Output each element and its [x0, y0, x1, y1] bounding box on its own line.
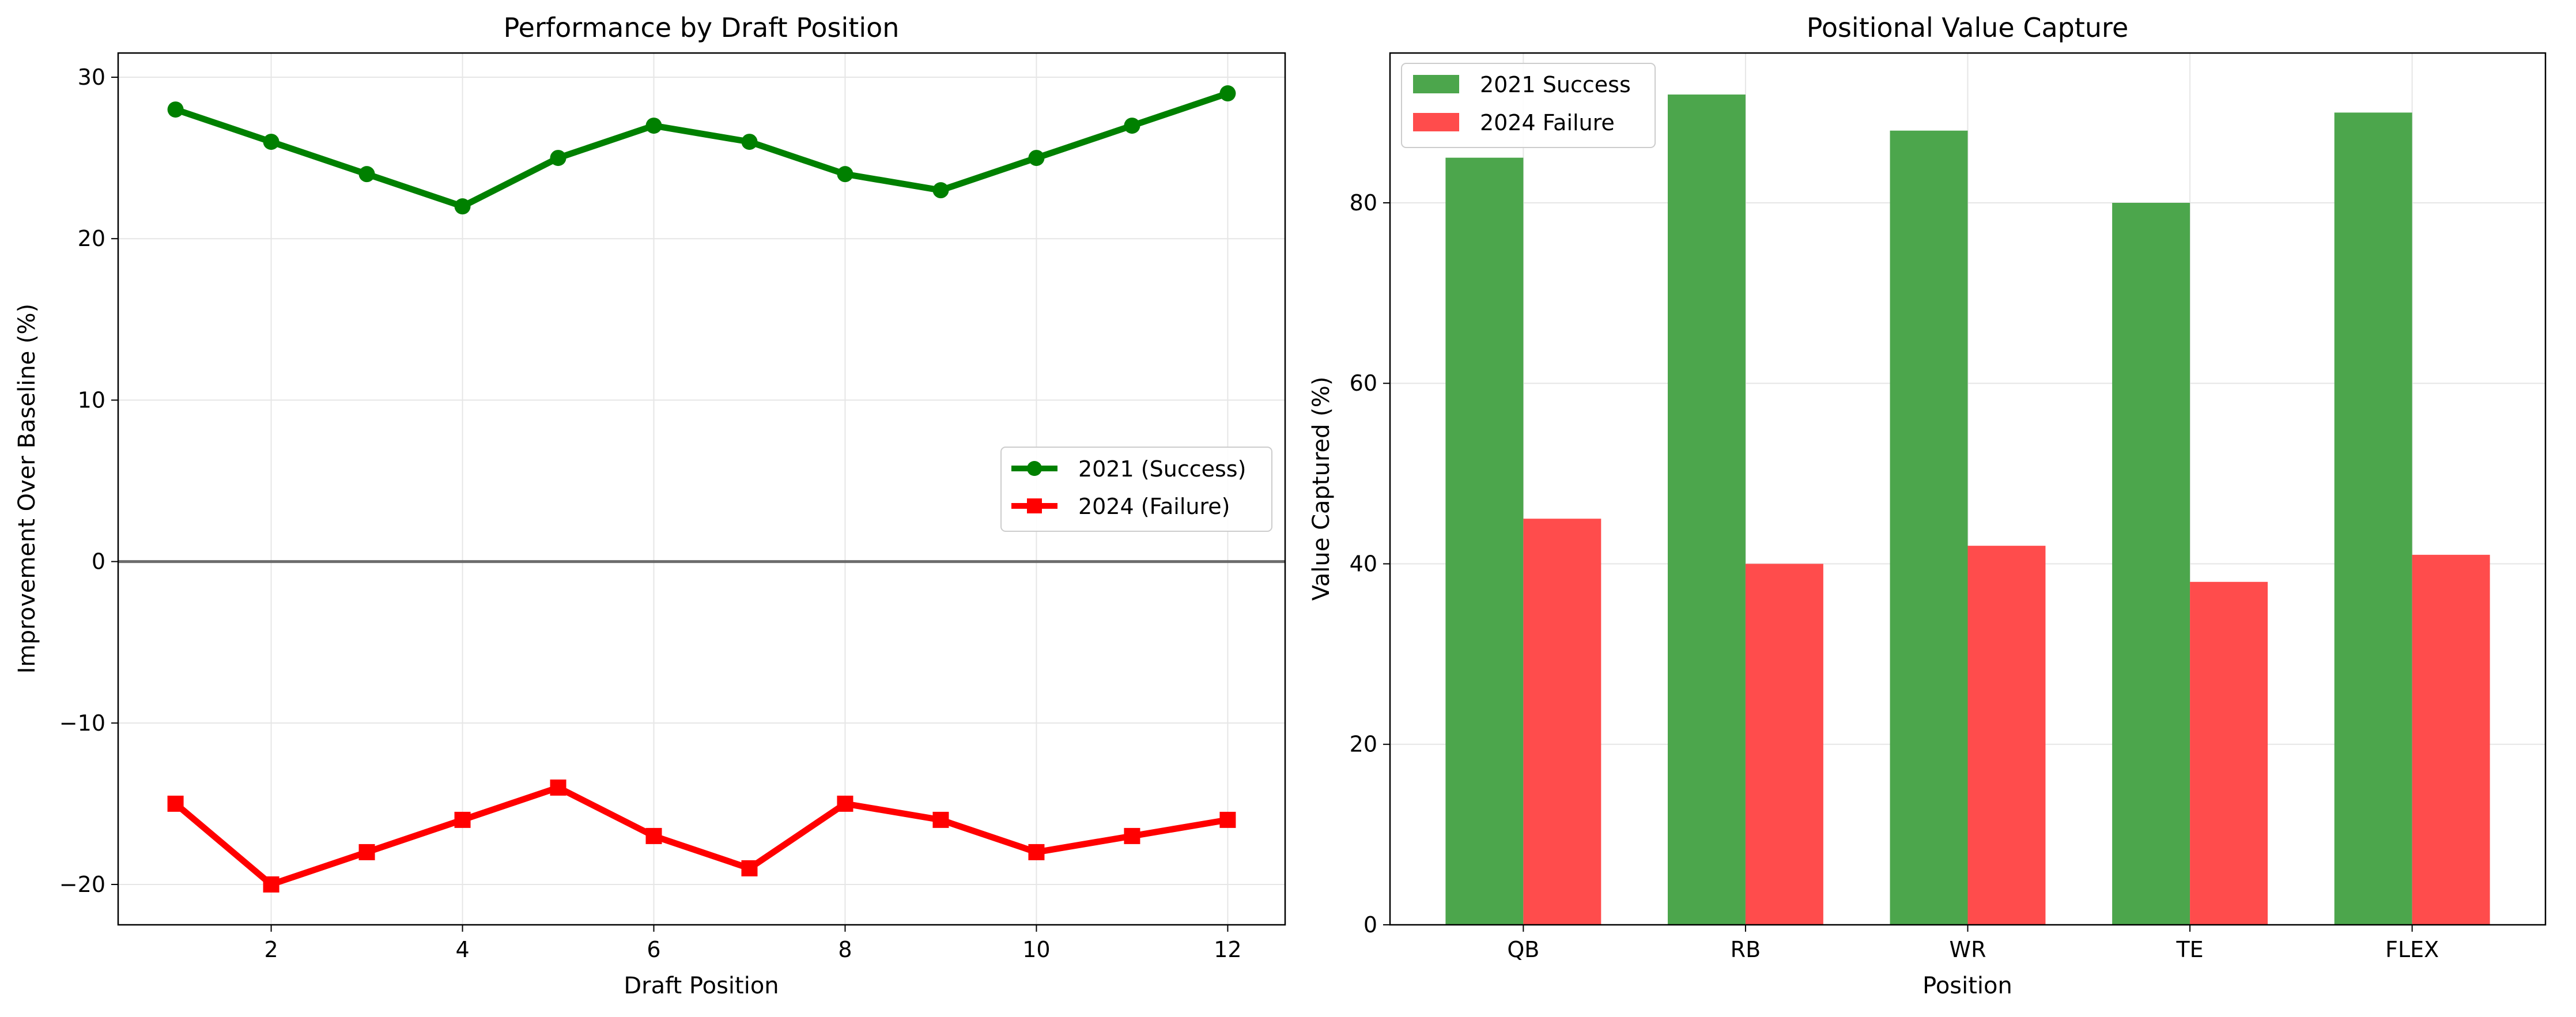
- legend-marker-2024: [1027, 498, 1042, 513]
- y-tick-label: 10: [78, 387, 105, 413]
- x-tick-label: 8: [838, 937, 852, 962]
- point-marker: [645, 827, 662, 844]
- line-chart-series: [167, 85, 1236, 893]
- bar-2024-qb: [1523, 519, 1601, 925]
- point-marker: [932, 182, 949, 199]
- y-tick-label: 0: [92, 549, 105, 574]
- y-tick-label: 20: [78, 226, 105, 251]
- line-chart-ticks: 2 4 6 8 10 12 −20 −10 0 10 20 30: [59, 65, 1242, 962]
- legend-label-2024-failure: 2024 Failure: [1480, 110, 1615, 135]
- point-marker: [358, 166, 375, 183]
- line-chart-title: Performance by Draft Position: [504, 12, 900, 43]
- legend-label-2024-failure: 2024 (Failure): [1078, 494, 1230, 519]
- x-tick-label: WR: [1950, 937, 1986, 962]
- bar-2024-flex: [2412, 554, 2490, 925]
- series-line-0: [174, 90, 1229, 210]
- bar-2024-wr: [1967, 546, 2046, 925]
- point-marker: [1124, 118, 1140, 134]
- x-tick-label: TE: [2175, 937, 2203, 962]
- point-marker: [645, 118, 662, 134]
- y-tick-label: 80: [1350, 190, 1377, 216]
- line-chart-panel: 2 4 6 8 10 12 −20 −10 0 10 20 30 Performance by Dra…: [14, 12, 1286, 999]
- point-marker: [1124, 827, 1140, 844]
- point-marker: [167, 795, 184, 812]
- line-chart-ylabel: Improvement Over Baseline (%): [14, 304, 40, 674]
- bar-chart-title: Positional Value Capture: [1807, 12, 2129, 43]
- bar-2024-rb: [1745, 564, 1823, 925]
- point-marker: [550, 779, 566, 796]
- point-marker: [1028, 150, 1045, 167]
- y-tick-label: −20: [59, 872, 105, 897]
- point-marker: [741, 860, 758, 876]
- bar-chart-panel: 0 20 40 60 80 QB RB WR TE FLEX Positional Value C…: [1308, 12, 2547, 999]
- y-tick-label: 60: [1350, 370, 1377, 396]
- line-chart-legend: 2021 (Success) 2024 (Failure): [1000, 447, 1272, 532]
- point-marker: [454, 811, 471, 828]
- x-tick-label: 10: [1022, 937, 1050, 962]
- line-chart-frame: [117, 52, 1286, 926]
- point-marker: [1219, 85, 1236, 102]
- bar-chart-legend: 2021 Success 2024 Failure: [1401, 63, 1656, 148]
- point-marker: [263, 876, 279, 893]
- bar-chart-xlabel: Position: [1922, 973, 2012, 999]
- bar-chart-ticks: 0 20 40 60 80 QB RB WR TE FLEX: [1350, 190, 2439, 962]
- point-marker: [1028, 844, 1045, 860]
- line-chart-legend-box: [1000, 447, 1272, 532]
- legend-label-2021-success: 2021 (Success): [1078, 456, 1246, 482]
- point-marker: [454, 198, 471, 215]
- point-marker: [263, 134, 279, 150]
- x-tick-label: 4: [455, 937, 469, 962]
- y-tick-label: 0: [1363, 912, 1377, 937]
- point-marker: [837, 166, 853, 183]
- x-tick-label: QB: [1507, 937, 1539, 962]
- legend-swatch-2024-failure: [1413, 113, 1459, 131]
- x-tick-label: FLEX: [2385, 937, 2439, 962]
- line-chart-xlabel: Draft Position: [624, 973, 779, 999]
- y-tick-label: −10: [59, 710, 105, 736]
- bar-2021-te: [2112, 202, 2190, 925]
- point-marker: [550, 150, 566, 167]
- bar-2021-wr: [1890, 130, 1968, 925]
- legend-marker-2021: [1027, 461, 1042, 476]
- x-tick-label: RB: [1731, 937, 1761, 962]
- point-marker: [1219, 811, 1236, 828]
- series-line-1: [173, 784, 1229, 888]
- y-tick-label: 40: [1350, 551, 1377, 576]
- y-tick-label: 30: [78, 65, 105, 90]
- bar-2021-flex: [2334, 112, 2412, 925]
- legend-swatch-2021-success: [1413, 75, 1459, 93]
- point-marker: [741, 134, 758, 150]
- point-marker: [358, 844, 375, 860]
- x-tick-label: 12: [1214, 937, 1241, 962]
- bar-chart-legend-box: [1401, 63, 1656, 148]
- bar-2021-qb: [1445, 157, 1524, 925]
- x-tick-label: 2: [264, 937, 278, 962]
- point-marker: [837, 795, 853, 812]
- x-tick-label: 6: [647, 937, 660, 962]
- bar-2021-rb: [1667, 94, 1746, 925]
- bar-2024-te: [2190, 581, 2268, 925]
- bar-chart-ylabel: Value Captured (%): [1308, 377, 1335, 601]
- point-marker: [932, 811, 949, 828]
- legend-label-2021-success: 2021 Success: [1480, 72, 1631, 97]
- bar-chart-bars: [1445, 94, 2490, 925]
- point-marker: [167, 101, 184, 118]
- y-tick-label: 20: [1350, 732, 1377, 757]
